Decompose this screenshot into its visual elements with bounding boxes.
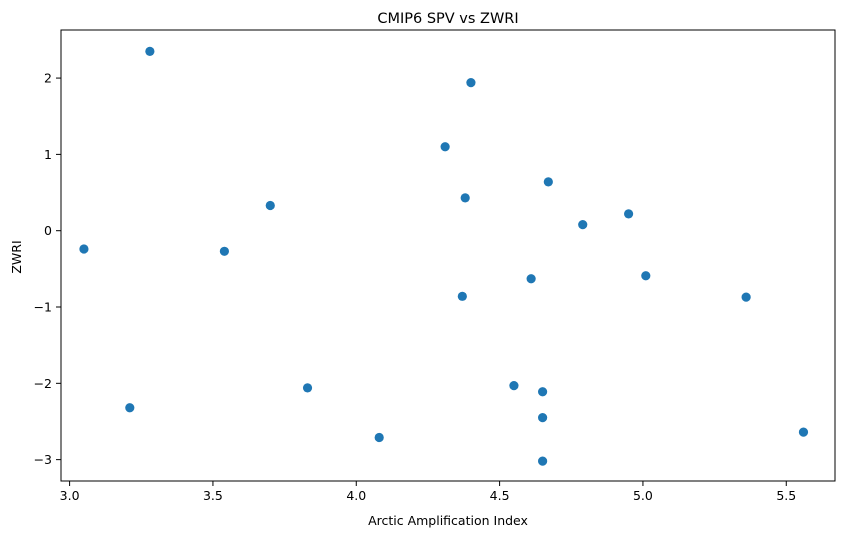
- data-point: [538, 413, 548, 423]
- data-point: [219, 246, 229, 256]
- x-tick-label: 3.5: [203, 488, 223, 503]
- data-point: [624, 209, 634, 219]
- data-point: [440, 142, 450, 152]
- data-point: [460, 193, 470, 203]
- data-point: [543, 177, 553, 187]
- plot-frame: [60, 29, 836, 482]
- y-tick-label: −2: [34, 376, 52, 391]
- data-point: [641, 271, 651, 281]
- data-point: [302, 383, 313, 393]
- y-tick-label: 0: [44, 223, 52, 238]
- x-tick-label: 5.5: [776, 488, 796, 503]
- x-tick-label: 3.0: [60, 488, 80, 503]
- x-tick-label: 4.5: [490, 488, 510, 503]
- axes: 3.0 3.5 4.0 4.5 5.0 5.5 −3 −2 −1 0 1 2: [34, 29, 836, 503]
- data-point: [125, 403, 135, 413]
- data-point: [466, 78, 476, 88]
- x-tick-label: 4.0: [346, 488, 366, 503]
- y-axis-label: ZWRI: [9, 240, 24, 273]
- data-point: [79, 244, 89, 254]
- y-tick-label: −1: [34, 300, 52, 315]
- data-point: [538, 456, 548, 466]
- y-tick-label: 2: [44, 71, 52, 86]
- data-point: [374, 432, 384, 443]
- data-point: [578, 219, 588, 230]
- data-point: [538, 387, 548, 397]
- x-axis-label: Arctic Amplification Index: [368, 513, 528, 528]
- data-point: [265, 200, 275, 211]
- data-point: [457, 291, 467, 301]
- data-point: [798, 427, 809, 437]
- y-tick-label: 1: [44, 147, 52, 162]
- x-tick-label: 5.0: [633, 488, 653, 503]
- data-points: [79, 46, 809, 466]
- chart-title: CMIP6 SPV vs ZWRI: [377, 11, 518, 27]
- data-point: [509, 381, 519, 391]
- y-tick-label: −3: [34, 452, 52, 467]
- data-point: [741, 292, 751, 302]
- data-point: [145, 46, 155, 56]
- data-point: [526, 274, 536, 284]
